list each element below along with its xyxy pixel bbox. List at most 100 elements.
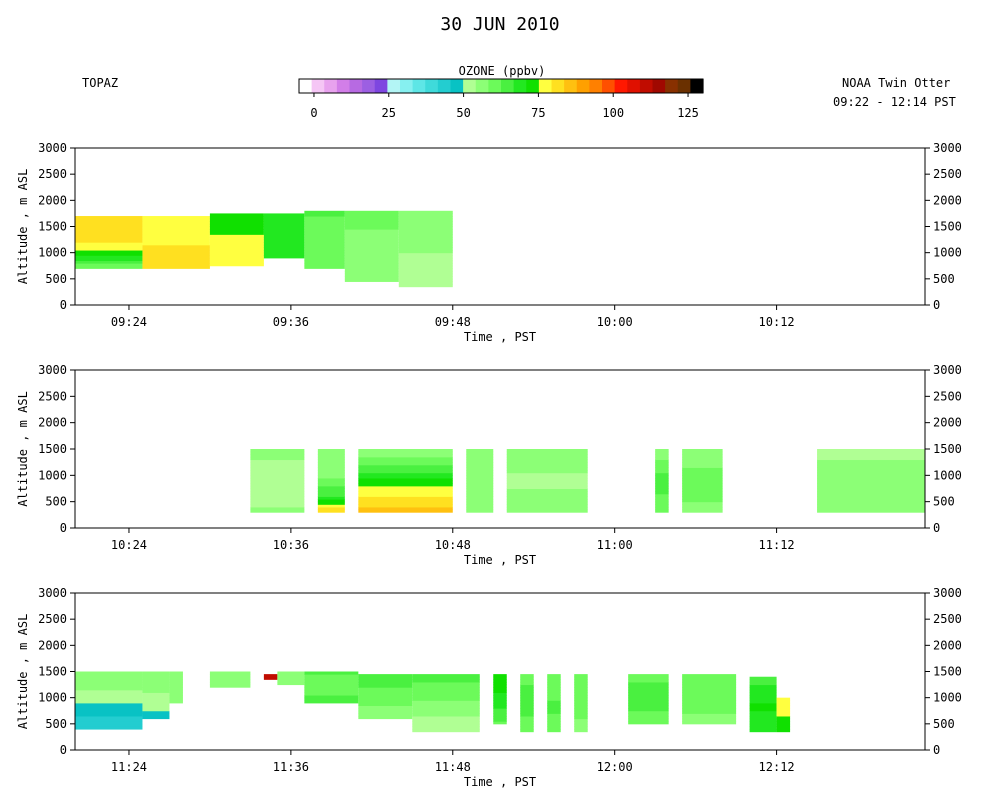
ozone-cell bbox=[466, 477, 494, 482]
ozone-cell bbox=[466, 467, 494, 471]
ozone-cell bbox=[304, 236, 345, 241]
ozone-cell bbox=[358, 679, 413, 683]
ozone-cell bbox=[398, 242, 453, 246]
ozone-cell bbox=[75, 715, 143, 720]
ozone-cell bbox=[398, 236, 453, 241]
ozone-cell bbox=[776, 723, 791, 727]
colorbar-tick-label: 0 bbox=[310, 106, 317, 120]
ozone-cell bbox=[344, 265, 399, 269]
ozone-cell bbox=[520, 679, 534, 683]
ozone-cell bbox=[250, 499, 305, 503]
ozone-cell bbox=[142, 695, 170, 699]
colorbar-tick-label: 25 bbox=[382, 106, 396, 120]
ozone-cell bbox=[142, 676, 170, 680]
ozone-cell bbox=[398, 281, 453, 285]
ozone-cell bbox=[520, 710, 534, 714]
ozone-cell bbox=[358, 464, 453, 468]
ozone-cell bbox=[628, 674, 669, 678]
ozone-cell bbox=[142, 250, 210, 254]
ozone-cell bbox=[317, 485, 345, 489]
ozone-cell bbox=[142, 687, 170, 691]
colorbar-swatch bbox=[336, 79, 351, 93]
ozone-cell bbox=[817, 459, 925, 463]
ozone-cell bbox=[169, 689, 183, 693]
ozone-cell bbox=[358, 467, 453, 471]
ozone-cell bbox=[506, 459, 588, 463]
ozone-cell bbox=[263, 242, 305, 246]
ozone-cell bbox=[250, 506, 305, 511]
ozone-cell bbox=[358, 480, 453, 484]
y-tick-label-right: 2500 bbox=[933, 612, 962, 626]
ozone-cell bbox=[209, 239, 264, 243]
ozone-cell bbox=[574, 681, 588, 686]
ozone-cell bbox=[344, 252, 399, 256]
ozone-curtain-segment bbox=[776, 697, 791, 733]
ozone-cell bbox=[682, 509, 723, 513]
y-axis-label: Altitude , m ASL bbox=[16, 391, 30, 507]
ozone-cell bbox=[344, 260, 399, 264]
ozone-cell bbox=[317, 504, 345, 508]
y-tick-label-left: 0 bbox=[60, 521, 67, 535]
ozone-cell bbox=[776, 708, 791, 712]
ozone-curtain-segment bbox=[628, 674, 669, 725]
ozone-cell bbox=[506, 491, 588, 495]
colorbar-swatch bbox=[463, 79, 477, 93]
ozone-cell bbox=[398, 229, 453, 233]
y-axis-label: Altitude , m ASL bbox=[16, 169, 30, 285]
ozone-cell bbox=[493, 721, 507, 725]
ozone-cell bbox=[412, 713, 480, 717]
x-tick-label: 12:00 bbox=[597, 760, 633, 774]
ozone-curtain-segment bbox=[263, 674, 278, 680]
ozone-cell bbox=[520, 708, 534, 712]
ozone-cell bbox=[682, 480, 723, 484]
colorbar-swatch bbox=[627, 79, 641, 93]
ozone-cell bbox=[547, 718, 561, 722]
ozone-cell bbox=[263, 216, 305, 220]
colorbar-swatch bbox=[639, 79, 654, 93]
ozone-cell bbox=[75, 265, 143, 269]
colorbar-swatch bbox=[564, 79, 578, 93]
plot-frame bbox=[74, 369, 926, 529]
ozone-cell bbox=[304, 681, 359, 686]
ozone-curtain-segment bbox=[358, 449, 453, 513]
ozone-cell bbox=[304, 239, 345, 243]
ozone-cell bbox=[655, 459, 669, 463]
colorbar-tick-label: 50 bbox=[456, 106, 470, 120]
ozone-cell bbox=[358, 695, 413, 699]
colorbar-swatch bbox=[677, 79, 691, 93]
ozone-cell bbox=[574, 726, 588, 730]
ozone-cell bbox=[344, 226, 399, 230]
ozone-cell bbox=[520, 687, 534, 691]
ozone-cell bbox=[75, 229, 143, 233]
ozone-cell bbox=[493, 718, 507, 722]
ozone-cell bbox=[142, 263, 210, 267]
ozone-cell bbox=[398, 284, 453, 288]
colorbar-swatch bbox=[450, 79, 464, 93]
y-tick-label-left: 500 bbox=[45, 717, 67, 731]
colorbar-swatch bbox=[374, 79, 388, 93]
ozone-cell bbox=[209, 260, 264, 264]
chart-title: 30 JUN 2010 bbox=[440, 14, 560, 35]
colorbar-swatch bbox=[602, 79, 616, 93]
ozone-cell bbox=[749, 715, 777, 720]
ozone-cell bbox=[344, 234, 399, 238]
ozone-cell bbox=[776, 713, 791, 717]
ozone-cell bbox=[344, 218, 399, 222]
ozone-cell bbox=[250, 477, 305, 482]
ozone-cell bbox=[209, 229, 264, 233]
ozone-cell bbox=[75, 708, 143, 712]
ozone-cell bbox=[142, 239, 210, 243]
ozone-cell bbox=[628, 695, 669, 699]
ozone-cell bbox=[75, 695, 143, 699]
ozone-cell bbox=[682, 470, 723, 474]
ozone-curtain-segment bbox=[263, 213, 305, 259]
ozone-cell bbox=[344, 213, 399, 217]
ozone-cell bbox=[520, 723, 534, 727]
ozone-cell bbox=[358, 700, 413, 704]
ozone-cell bbox=[412, 679, 480, 683]
ozone-cell bbox=[776, 726, 791, 730]
ozone-cell bbox=[466, 472, 494, 476]
ozone-cell bbox=[749, 689, 777, 693]
ozone-cell bbox=[547, 729, 561, 733]
ozone-curtain-segment bbox=[682, 449, 723, 513]
